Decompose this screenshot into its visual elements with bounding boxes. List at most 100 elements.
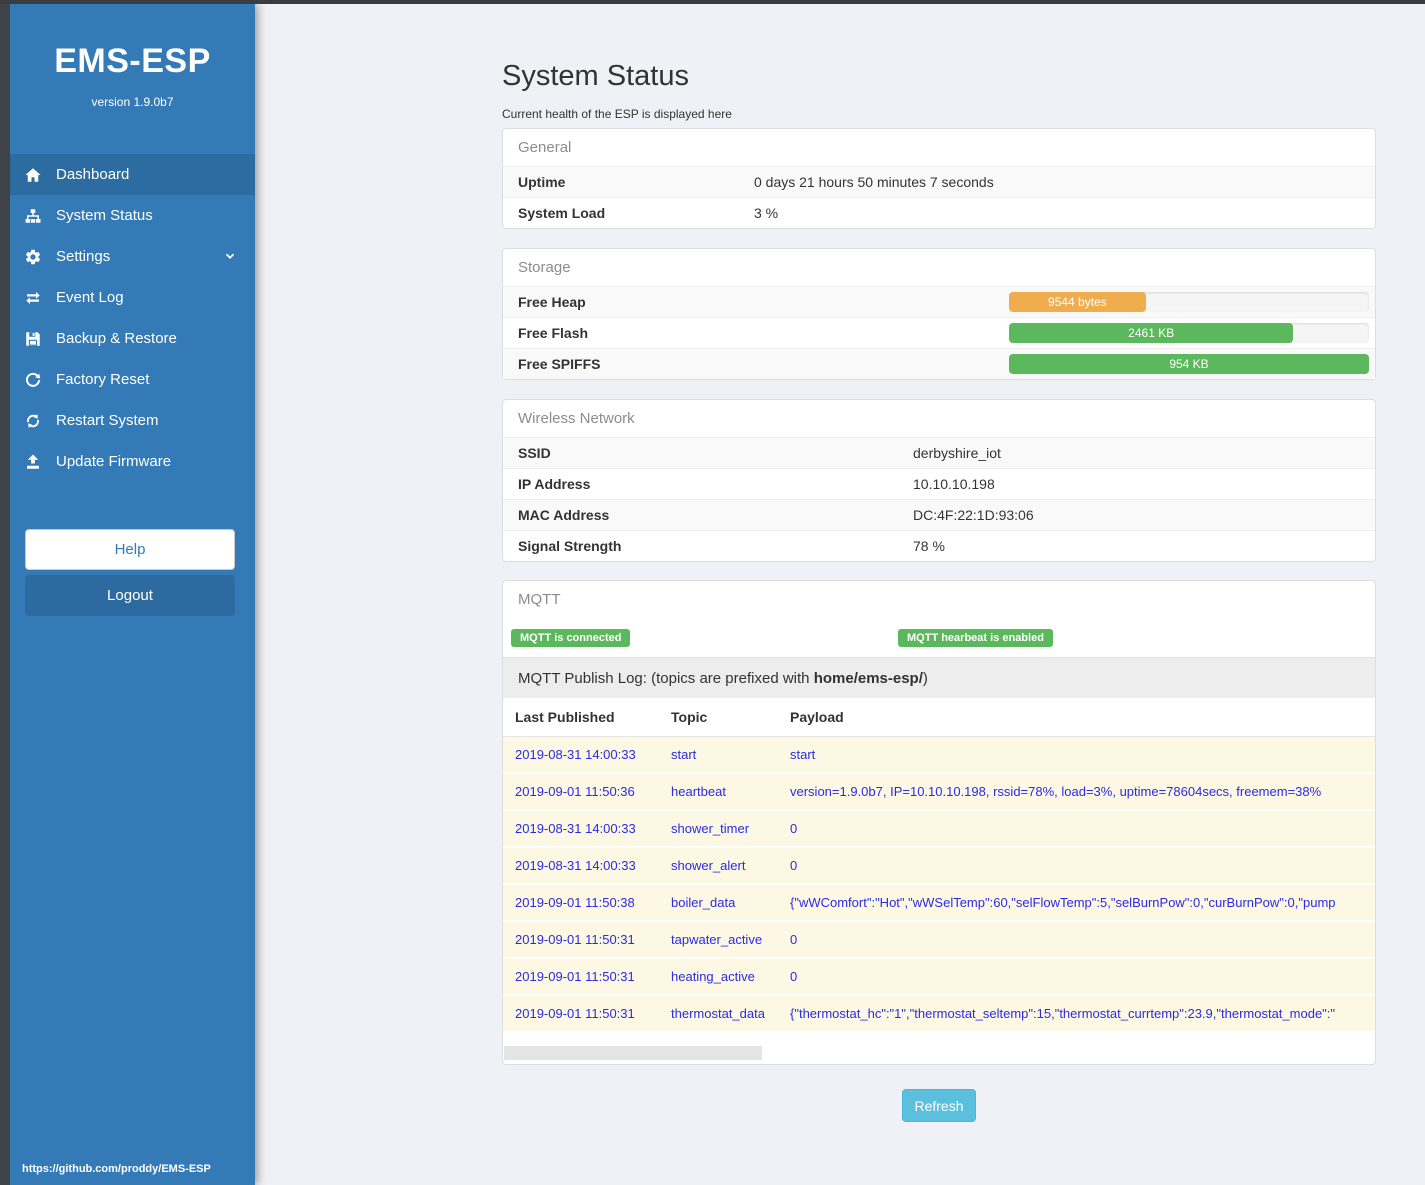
row-value: 3 % bbox=[754, 205, 779, 221]
row-free-flash: Free Flash 2461 KB bbox=[503, 317, 1375, 348]
free-heap-progress-bar: 9544 bytes bbox=[1009, 292, 1146, 312]
row-value: 10.10.10.198 bbox=[913, 476, 995, 492]
exchange-icon bbox=[21, 289, 45, 307]
log-payload: {"wWComfort":"Hot","wWSelTemp":60,"selFl… bbox=[790, 895, 1336, 910]
sidebar-item-backup-restore[interactable]: Backup & Restore bbox=[10, 318, 255, 359]
row-label: SSID bbox=[518, 445, 551, 461]
log-timestamp: 2019-09-01 11:50:38 bbox=[515, 895, 635, 910]
sidebar-item-event-log[interactable]: Event Log bbox=[10, 277, 255, 318]
left-frame-strip bbox=[0, 0, 10, 1185]
save-icon bbox=[21, 330, 45, 348]
log-topic: boiler_data bbox=[671, 895, 736, 910]
home-icon bbox=[21, 166, 45, 184]
log-timestamp: 2019-09-01 11:50:31 bbox=[515, 1006, 635, 1021]
sidebar-item-label: System Status bbox=[56, 207, 153, 224]
row-label: Free Heap bbox=[518, 294, 586, 310]
gear-icon bbox=[21, 248, 45, 266]
log-payload: 0 bbox=[790, 932, 798, 947]
row-uptime: Uptime 0 days 21 hours 50 minutes 7 seco… bbox=[503, 166, 1375, 197]
sidebar-item-label: Factory Reset bbox=[56, 371, 150, 388]
free-flash-progress-bar: 2461 KB bbox=[1009, 323, 1294, 343]
row-label: Signal Strength bbox=[518, 538, 622, 554]
row-ip-address: IP Address 10.10.10.198 bbox=[503, 468, 1375, 499]
row-mac-address: MAC Address DC:4F:22:1D:93:06 bbox=[503, 499, 1375, 530]
free-spiffs-progress-track: 954 KB bbox=[1009, 354, 1369, 374]
sidebar-item-label: Dashboard bbox=[56, 166, 130, 183]
github-link[interactable]: https://github.com/proddy/EMS-ESP bbox=[22, 1163, 211, 1175]
col-last-published: Last Published bbox=[515, 709, 615, 725]
panel-mqtt: MQTT MQTT is connected MQTT hearbeat is … bbox=[502, 580, 1376, 1065]
sidebar-item-label: Backup & Restore bbox=[56, 330, 177, 347]
panel-general: General Uptime 0 days 21 hours 50 minute… bbox=[502, 128, 1376, 229]
sync-icon bbox=[21, 412, 45, 430]
app-version: version 1.9.0b7 bbox=[91, 95, 174, 109]
panel-general-title: General bbox=[518, 139, 572, 156]
row-label: Free Flash bbox=[518, 325, 589, 341]
log-payload: 0 bbox=[790, 858, 798, 873]
free-heap-progress-track: 9544 bytes bbox=[1009, 292, 1369, 312]
sidebar-nav: Dashboard System Status Settings Event L… bbox=[10, 154, 255, 482]
log-table-header: Last Published Topic Payload bbox=[503, 698, 1375, 737]
content-column: System Status Current health of the ESP … bbox=[502, 4, 1376, 1185]
log-timestamp: 2019-08-31 14:00:33 bbox=[515, 747, 636, 762]
mqtt-log-row: 2019-09-01 11:50:38 boiler_data {"wWComf… bbox=[503, 885, 1375, 920]
mqtt-log-row: 2019-08-31 14:00:33 start start bbox=[503, 737, 1375, 772]
sidebar-item-dashboard[interactable]: Dashboard bbox=[10, 154, 255, 195]
app-title: EMS-ESP bbox=[54, 42, 211, 80]
log-timestamp: 2019-08-31 14:00:33 bbox=[515, 858, 636, 873]
panel-wireless-network: Wireless Network SSID derbyshire_iot IP … bbox=[502, 399, 1376, 562]
row-free-heap: Free Heap 9544 bytes bbox=[503, 286, 1375, 317]
mqtt-heartbeat-badge: MQTT hearbeat is enabled bbox=[898, 629, 1053, 647]
log-topic: shower_timer bbox=[671, 821, 750, 836]
log-topic: thermostat_data bbox=[671, 1006, 765, 1021]
log-topic: start bbox=[671, 747, 697, 762]
log-timestamp: 2019-09-01 11:50:36 bbox=[515, 784, 635, 799]
row-label: IP Address bbox=[518, 476, 591, 492]
sidebar-item-label: Restart System bbox=[56, 412, 159, 429]
row-free-spiffs: Free SPIFFS 954 KB bbox=[503, 348, 1375, 379]
panel-mqtt-title: MQTT bbox=[518, 591, 561, 608]
help-button[interactable]: Help bbox=[25, 529, 235, 570]
mqtt-log-row: 2019-08-31 14:00:33 shower_timer 0 bbox=[503, 811, 1375, 846]
redo-icon bbox=[21, 371, 45, 389]
mqtt-log-row: 2019-09-01 11:50:36 heartbeat version=1.… bbox=[503, 774, 1375, 809]
row-value: DC:4F:22:1D:93:06 bbox=[913, 507, 1034, 523]
upload-icon bbox=[21, 453, 45, 471]
row-label: Free SPIFFS bbox=[518, 356, 601, 372]
row-label: Uptime bbox=[518, 174, 566, 190]
log-topic: heartbeat bbox=[671, 784, 726, 799]
main-area: System Status Current health of the ESP … bbox=[255, 4, 1425, 1185]
sidebar: EMS-ESP version 1.9.0b7 Dashboard System… bbox=[10, 4, 255, 1185]
col-payload: Payload bbox=[790, 709, 844, 725]
row-value: 0 days 21 hours 50 minutes 7 seconds bbox=[754, 174, 994, 190]
log-payload: 0 bbox=[790, 821, 798, 836]
sidebar-item-factory-reset[interactable]: Factory Reset bbox=[10, 359, 255, 400]
log-timestamp: 2019-08-31 14:00:33 bbox=[515, 821, 636, 836]
row-value: 78 % bbox=[913, 538, 945, 554]
log-topic: tapwater_active bbox=[671, 932, 763, 947]
row-ssid: SSID derbyshire_iot bbox=[503, 437, 1375, 468]
panel-storage: Storage Free Heap 9544 bytes Free Flash … bbox=[502, 248, 1376, 380]
log-topic: heating_active bbox=[671, 969, 755, 984]
mqtt-log-row: 2019-09-01 11:50:31 tapwater_active 0 bbox=[503, 922, 1375, 957]
row-system-load: System Load 3 % bbox=[503, 197, 1375, 228]
logout-button[interactable]: Logout bbox=[25, 575, 235, 616]
log-heading-prefix: MQTT Publish Log: (topics are prefixed w… bbox=[518, 670, 814, 687]
free-spiffs-progress-bar: 954 KB bbox=[1009, 354, 1369, 374]
log-heading-suffix: ) bbox=[922, 670, 928, 687]
log-heading-topic-prefix: home/ems-esp/ bbox=[813, 670, 923, 687]
sidebar-item-label: Event Log bbox=[56, 289, 124, 306]
panel-storage-title: Storage bbox=[518, 259, 571, 276]
sidebar-item-label: Update Firmware bbox=[56, 453, 172, 470]
horizontal-scrollbar-thumb[interactable] bbox=[504, 1046, 762, 1060]
sidebar-item-restart-system[interactable]: Restart System bbox=[10, 400, 255, 441]
mqtt-badge-row: MQTT is connected MQTT hearbeat is enabl… bbox=[503, 618, 1375, 657]
free-flash-progress-track: 2461 KB bbox=[1009, 323, 1369, 343]
mqtt-log-row: 2019-08-31 14:00:33 shower_alert 0 bbox=[503, 848, 1375, 883]
row-label: MAC Address bbox=[518, 507, 610, 523]
refresh-button[interactable]: Refresh bbox=[902, 1089, 976, 1122]
sidebar-item-system-status[interactable]: System Status bbox=[10, 195, 255, 236]
top-frame-bar bbox=[0, 0, 1425, 4]
sidebar-item-update-firmware[interactable]: Update Firmware bbox=[10, 441, 255, 482]
sidebar-item-settings[interactable]: Settings bbox=[10, 236, 255, 277]
